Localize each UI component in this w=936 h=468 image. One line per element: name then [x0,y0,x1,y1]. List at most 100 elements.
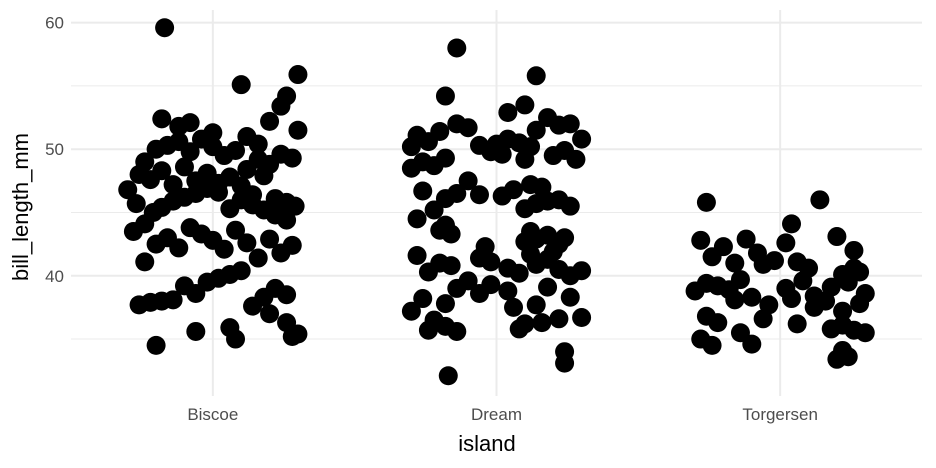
y-tick-label: 40 [45,267,64,286]
data-point [282,235,302,255]
data-point [776,233,796,253]
data-point [521,221,541,241]
data-point [277,210,297,230]
data-point [174,157,194,177]
data-point [458,118,478,138]
data-point [764,251,784,271]
data-point [742,334,762,354]
data-point [827,349,847,369]
x-tick-label: Torgersen [742,405,818,424]
data-point [776,278,796,298]
data-point [438,366,458,386]
data-point [555,228,575,248]
data-point [572,308,592,328]
data-point [447,184,467,204]
data-point [243,185,263,205]
data-point [152,161,172,181]
data-point [481,252,501,272]
data-point [435,86,455,106]
data-point [135,252,155,272]
data-point [492,144,512,164]
data-point [277,86,297,106]
data-point [833,301,853,321]
data-point [248,134,268,154]
data-point [555,353,575,373]
data-point [804,297,824,317]
data-point [413,289,433,309]
data-point [504,297,524,317]
data-point [572,261,592,281]
data-point [180,142,200,162]
data-point [458,171,478,191]
data-point [260,111,280,131]
data-point [532,313,552,333]
data-point [458,271,478,291]
data-point [118,180,138,200]
data-point [708,313,728,333]
data-point [753,309,773,329]
data-point [226,140,246,160]
data-point [282,148,302,168]
data-point [169,238,189,258]
data-point [498,103,518,123]
x-tick-labels: Biscoe Dream Torgersen [187,405,818,424]
data-point [691,230,711,250]
data-point [407,209,427,229]
data-point [730,270,750,290]
data-point [231,75,251,95]
data-point [560,114,580,134]
data-point [418,320,438,340]
data-point [146,335,166,355]
data-point [186,321,206,341]
data-point [180,113,200,133]
data-point [515,95,535,115]
data-point [226,329,246,349]
data-point [407,246,427,266]
data-point [277,192,297,212]
data-point [277,285,297,305]
data-point [526,295,546,315]
data-point [469,185,489,205]
data-point [447,38,467,58]
data-point [855,323,875,343]
data-point [498,281,518,301]
data-point [231,261,251,281]
data-point [475,237,495,257]
data-point [787,314,807,334]
data-point [509,263,529,283]
data-point [713,237,733,257]
data-point [435,294,455,314]
data-point [532,177,552,197]
data-point [413,181,433,201]
data-point [424,200,444,220]
data-point [288,324,308,344]
y-tick-label: 50 [45,140,64,159]
data-point [747,243,767,263]
data-point [441,256,461,276]
x-tick-label: Dream [471,405,522,424]
data-point [549,309,569,329]
x-tick-label: Biscoe [187,405,238,424]
data-point [435,148,455,168]
data-point [838,272,858,292]
data-point [782,214,802,234]
y-tick-labels: 40 50 60 [45,14,64,286]
data-point [736,229,756,249]
data-point [504,180,524,200]
y-axis-title: bill_length_mm [8,133,33,281]
data-point [237,233,257,253]
data-point [248,248,268,268]
data-point [203,123,223,143]
data-point [260,304,280,324]
data-point [572,129,592,149]
data-point [560,287,580,307]
data-point [401,301,421,321]
x-axis-title: island [458,431,515,456]
data-point [155,18,175,38]
data-point [560,196,580,216]
data-point [538,277,558,297]
data-point [163,290,183,310]
data-point [725,253,745,273]
data-point [515,199,535,219]
data-point [481,275,501,295]
